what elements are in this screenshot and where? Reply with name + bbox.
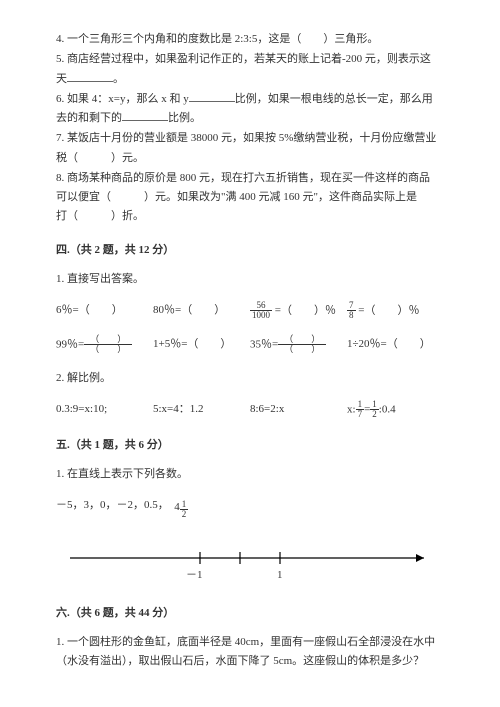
s4-r1d-post: =（ ）％ <box>356 304 420 316</box>
paren-frac-2: （ ）（ ） <box>278 335 326 355</box>
q6-b: 比例，如果一根电线的总长一定，那么用 <box>235 93 433 105</box>
s4-sub2: 2. 解比例。 <box>56 369 444 388</box>
s5-sub1: 1. 在直线上表示下列各数。 <box>56 465 444 484</box>
paren-frac-1: （ ）（ ） <box>84 335 132 355</box>
s4-r2a: 99％=（ ）（ ） <box>56 335 153 355</box>
s4-r3a: 0.3:9=x:10; <box>56 400 153 420</box>
mixed-4-1-2: 412 <box>174 498 188 519</box>
s4-r1c-post: =（ ）％ <box>272 304 336 316</box>
q5-line2a: 天 <box>56 73 67 85</box>
s4-row2: 99％=（ ）（ ） 1+5％=（ ） 35％=（ ）（ ） 1÷20％=（ ） <box>56 335 444 355</box>
question-6: 6. 如果 4：x=y，那么 x 和 y 比例，如果一根电线的总长一定，那么用 去… <box>56 90 444 129</box>
q6-blank1[interactable] <box>189 92 235 102</box>
frac-den: 2 <box>370 410 379 419</box>
s4-r2b: 1+5％=（ ） <box>153 335 250 355</box>
q5-blank[interactable] <box>67 72 113 82</box>
s4-r2a-pre: 99％= <box>56 338 84 350</box>
q8-a: 8. 商场某种商品的原价是 800 元，现在打六五折销售，现在买一件这样的商品 <box>56 172 430 184</box>
frac-1-7: 17 <box>356 400 365 420</box>
question-7: 7. 某饭店十月份的营业额是 38000 元，如果按 5%缴纳营业税，十月份应缴… <box>56 129 444 168</box>
frac-7-8: 78 <box>347 301 356 321</box>
frac-den: 2 <box>180 510 189 519</box>
section-6-head: 六.（共 6 题，共 44 分） <box>56 604 444 623</box>
pfrac-den: （ ） <box>84 345 132 354</box>
q7-b: 税（ ）元。 <box>56 152 144 164</box>
s4-row1: 6％=（ ） 80％=（ ） 561000 =（ ）％ 78 =（ ）％ <box>56 301 444 321</box>
tick-neg1: －1 <box>186 566 203 585</box>
number-line: －1 1 <box>56 542 444 590</box>
s4-r3d: x:17=12:0.4 <box>347 400 444 420</box>
s4-r1c: 561000 =（ ）％ <box>250 301 347 321</box>
frac-1-2: 12 <box>370 400 379 420</box>
q7-a: 7. 某饭店十月份的营业额是 38000 元，如果按 5%缴纳营业税，十月份应缴… <box>56 132 436 144</box>
s4-r1a: 6％=（ ） <box>56 301 153 321</box>
tick-pos1: 1 <box>277 566 283 585</box>
s4-r2c-pre: 35％= <box>250 338 278 350</box>
q4-text: 4. 一个三角形三个内角和的度数比是 2:3:5，这是（ ）三角形。 <box>56 33 378 45</box>
s4-row3: 0.3:9=x:10; 5:x=4：1.2 8:6=2:x x:17=12:0.… <box>56 400 444 420</box>
mixed-frac: 12 <box>180 500 189 520</box>
s4-r2c: 35％=（ ）（ ） <box>250 335 347 355</box>
frac-den: 7 <box>356 410 365 419</box>
s4-r1b: 80％=（ ） <box>153 301 250 321</box>
q5-line1: 5. 商店经营过程中，如果盈利记作正的，若某天的账上记着-200 元，则表示这 <box>56 53 431 65</box>
question-4: 4. 一个三角形三个内角和的度数比是 2:3:5，这是（ ）三角形。 <box>56 30 444 49</box>
q8-c: 打（ ）折。 <box>56 210 144 222</box>
s4-r1d: 78 =（ ）％ <box>347 301 444 321</box>
q6-blank2[interactable] <box>122 111 168 121</box>
r3d-post: :0.4 <box>379 403 396 415</box>
question-5: 5. 商店经营过程中，如果盈利记作正的，若某天的账上记着-200 元，则表示这 … <box>56 50 444 89</box>
q6-c: 去的和剩下的 <box>56 112 122 124</box>
pfrac-den: （ ） <box>278 345 326 354</box>
frac-56-1000: 561000 <box>250 301 272 321</box>
seq-text: －5，3，0，－2，0.5， <box>56 499 174 511</box>
s4-r3b: 5:x=4：1.2 <box>153 400 250 420</box>
s4-r3c: 8:6=2:x <box>250 400 347 420</box>
s6-q1b: （水没有溢出），取出假山石后，水面下降了 5cm。这座假山的体积是多少？ <box>56 655 424 667</box>
s5-sequence: －5，3，0，－2，0.5， 412 <box>56 496 444 519</box>
s6-q1: 1. 一个圆柱形的金鱼缸，底面半径是 40cm，里面有一座假山石全部浸没在水中 … <box>56 633 444 672</box>
number-line-svg <box>56 542 444 590</box>
section-4-head: 四.（共 2 题，共 12 分） <box>56 241 444 260</box>
q6-d: 比例。 <box>168 112 201 124</box>
question-8: 8. 商场某种商品的原价是 800 元，现在打六五折销售，现在买一件这样的商品 … <box>56 169 444 227</box>
section-5-head: 五.（共 1 题，共 6 分） <box>56 436 444 455</box>
q6-a: 6. 如果 4：x=y，那么 x 和 y <box>56 93 189 105</box>
r3d-pre: x: <box>347 403 356 415</box>
s6-q1a: 1. 一个圆柱形的金鱼缸，底面半径是 40cm，里面有一座假山石全部浸没在水中 <box>56 636 435 648</box>
frac-den: 8 <box>347 311 356 320</box>
s4-r2d: 1÷20％=（ ） <box>347 335 444 355</box>
s4-sub1: 1. 直接写出答案。 <box>56 270 444 289</box>
q5-line2b: 。 <box>113 73 124 85</box>
frac-den: 1000 <box>250 311 272 320</box>
q8-b: 可以便宜（ ）元。如果改为"满 400 元减 160 元"，这件商品实际上是 <box>56 191 417 203</box>
